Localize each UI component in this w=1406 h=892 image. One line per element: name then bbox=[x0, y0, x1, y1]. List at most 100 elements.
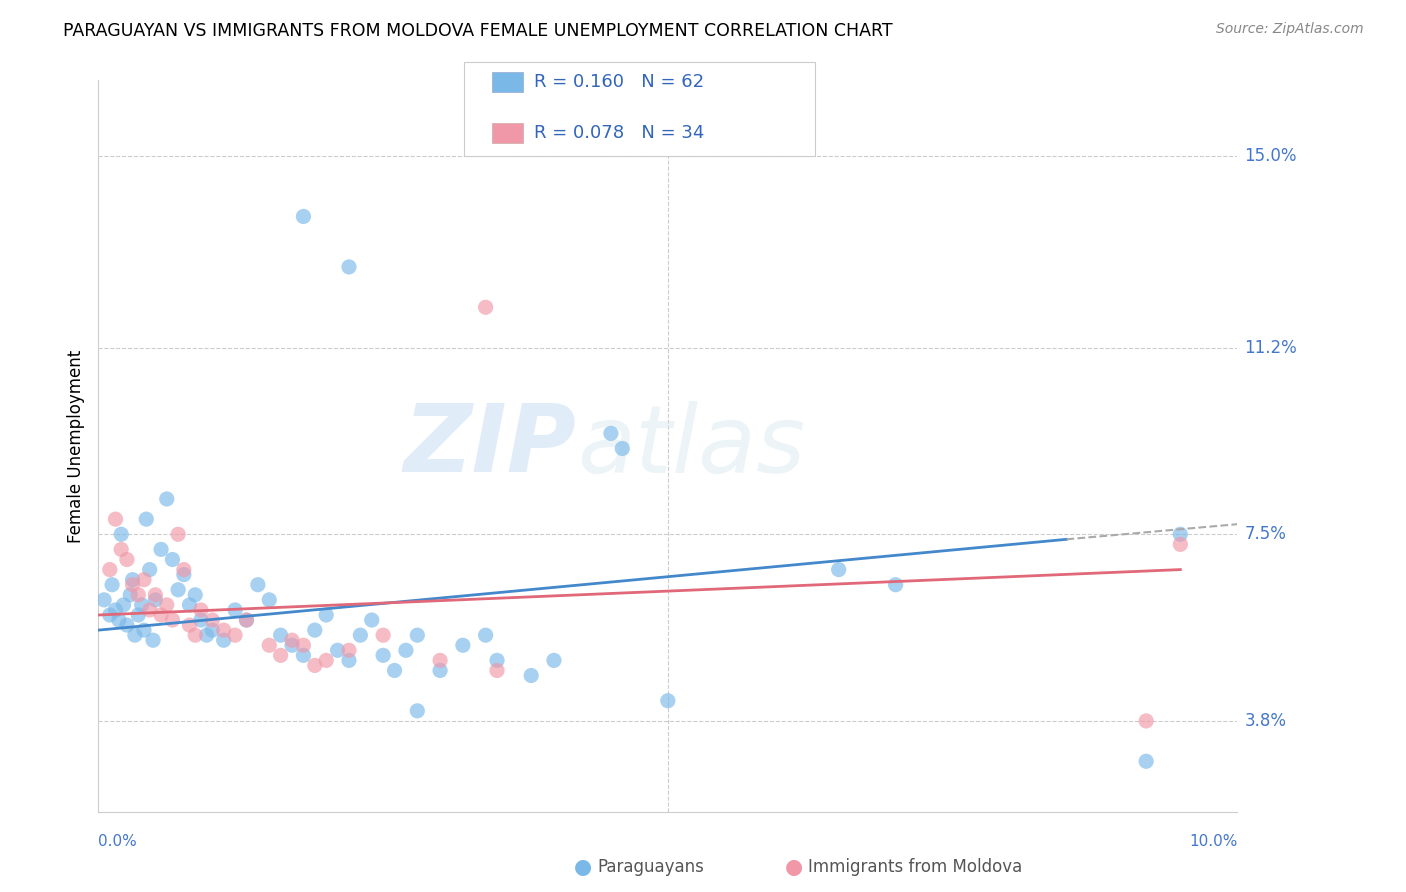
Point bbox=[138, 603, 160, 617]
Point bbox=[337, 643, 360, 657]
Point bbox=[135, 512, 157, 526]
Point bbox=[259, 638, 281, 652]
Point bbox=[167, 582, 190, 597]
Text: 7.5%: 7.5% bbox=[1244, 525, 1286, 543]
Point bbox=[360, 613, 382, 627]
Point bbox=[349, 628, 371, 642]
Point bbox=[179, 598, 201, 612]
Point bbox=[884, 578, 907, 592]
Point bbox=[315, 607, 337, 622]
Point bbox=[429, 653, 451, 667]
Point bbox=[132, 573, 155, 587]
Point bbox=[384, 664, 406, 678]
Text: Immigrants from Moldova: Immigrants from Moldova bbox=[808, 858, 1022, 876]
Point bbox=[101, 578, 124, 592]
Point bbox=[337, 653, 360, 667]
Point bbox=[235, 613, 257, 627]
Point bbox=[235, 613, 257, 627]
Point bbox=[828, 563, 851, 577]
Point bbox=[112, 598, 135, 612]
Point bbox=[115, 552, 138, 566]
Point bbox=[120, 588, 142, 602]
Point bbox=[162, 613, 184, 627]
Point bbox=[184, 628, 207, 642]
Point bbox=[304, 623, 326, 637]
Text: ●: ● bbox=[786, 857, 803, 877]
Point bbox=[212, 633, 235, 648]
Point bbox=[195, 628, 218, 642]
Point bbox=[145, 592, 167, 607]
Point bbox=[156, 491, 179, 506]
Point bbox=[150, 607, 173, 622]
Point bbox=[167, 527, 190, 541]
Point bbox=[131, 598, 153, 612]
Text: 3.8%: 3.8% bbox=[1244, 712, 1286, 730]
Point bbox=[184, 588, 207, 602]
Point bbox=[600, 426, 623, 441]
Point bbox=[246, 578, 269, 592]
Text: R = 0.078   N = 34: R = 0.078 N = 34 bbox=[534, 124, 704, 142]
Point bbox=[124, 628, 146, 642]
Text: 10.0%: 10.0% bbox=[1189, 834, 1237, 849]
Point bbox=[657, 694, 679, 708]
Text: 15.0%: 15.0% bbox=[1244, 147, 1296, 165]
Point bbox=[281, 633, 304, 648]
Point bbox=[115, 618, 138, 632]
Text: ●: ● bbox=[575, 857, 592, 877]
Text: 11.2%: 11.2% bbox=[1244, 339, 1298, 357]
Point bbox=[292, 638, 315, 652]
Point bbox=[1135, 754, 1157, 768]
Point bbox=[142, 633, 165, 648]
Point bbox=[281, 638, 304, 652]
Point bbox=[259, 592, 281, 607]
Point bbox=[406, 704, 429, 718]
Point bbox=[429, 664, 451, 678]
Point bbox=[201, 613, 224, 627]
Point bbox=[104, 603, 127, 617]
Point bbox=[406, 628, 429, 642]
Point bbox=[520, 668, 543, 682]
Point bbox=[110, 542, 132, 557]
Point bbox=[173, 567, 195, 582]
Point bbox=[110, 527, 132, 541]
Point bbox=[127, 607, 149, 622]
Point bbox=[145, 588, 167, 602]
Point bbox=[486, 664, 509, 678]
Point bbox=[121, 578, 143, 592]
Point bbox=[1135, 714, 1157, 728]
Text: atlas: atlas bbox=[576, 401, 806, 491]
Point bbox=[201, 623, 224, 637]
Text: Paraguayans: Paraguayans bbox=[598, 858, 704, 876]
Point bbox=[212, 623, 235, 637]
Point bbox=[127, 588, 149, 602]
Point bbox=[156, 598, 179, 612]
Point bbox=[132, 623, 155, 637]
Point bbox=[612, 442, 634, 456]
Point bbox=[451, 638, 474, 652]
Point bbox=[270, 628, 292, 642]
Text: PARAGUAYAN VS IMMIGRANTS FROM MOLDOVA FEMALE UNEMPLOYMENT CORRELATION CHART: PARAGUAYAN VS IMMIGRANTS FROM MOLDOVA FE… bbox=[63, 22, 893, 40]
Point bbox=[173, 563, 195, 577]
Point bbox=[371, 628, 394, 642]
Point bbox=[474, 300, 496, 314]
Point bbox=[1170, 527, 1192, 541]
Point bbox=[224, 628, 246, 642]
Text: 0.0%: 0.0% bbox=[98, 834, 138, 849]
Point bbox=[121, 573, 143, 587]
Point bbox=[395, 643, 418, 657]
Point bbox=[93, 592, 115, 607]
Point bbox=[138, 563, 160, 577]
Point bbox=[190, 603, 212, 617]
Point bbox=[304, 658, 326, 673]
Point bbox=[98, 607, 121, 622]
Point bbox=[326, 643, 349, 657]
Point bbox=[98, 563, 121, 577]
Text: Source: ZipAtlas.com: Source: ZipAtlas.com bbox=[1216, 22, 1364, 37]
Point bbox=[150, 542, 173, 557]
Point bbox=[474, 628, 496, 642]
Point bbox=[162, 552, 184, 566]
Point bbox=[486, 653, 509, 667]
Text: ZIP: ZIP bbox=[404, 400, 576, 492]
Point bbox=[270, 648, 292, 663]
Point bbox=[292, 210, 315, 224]
